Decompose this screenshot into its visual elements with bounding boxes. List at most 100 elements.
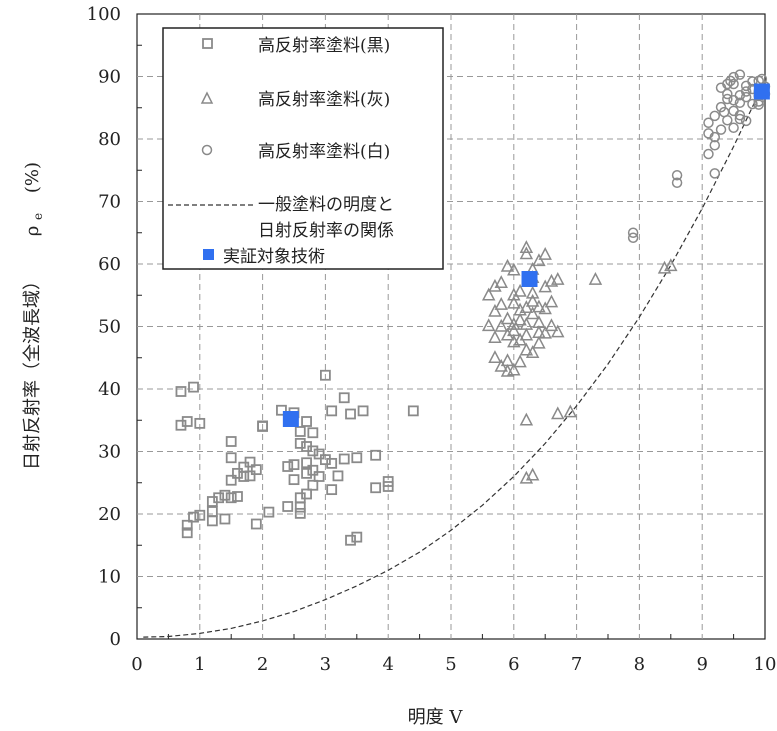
x-tick-label: 7: [571, 654, 582, 675]
y-tick-label: 70: [98, 192, 121, 213]
data-point-target: [521, 271, 538, 287]
legend-item-target: 実証対象技術: [203, 247, 325, 267]
data-point-black: [382, 476, 394, 487]
data-point-black: [194, 509, 206, 521]
data-point-black: [313, 448, 325, 460]
legend-item-gray: 高反射率塗料(灰): [200, 89, 390, 110]
data-point-black: [206, 506, 218, 517]
data-point-black: [326, 484, 338, 496]
data-point-black: [175, 386, 187, 397]
data-point-black: [351, 452, 363, 464]
data-point-gray: [519, 327, 534, 341]
data-point-black: [294, 426, 306, 437]
data-point-gray: [519, 300, 534, 313]
data-point-gray: [532, 253, 546, 267]
data-point-gray: [525, 467, 540, 481]
data-point-black: [225, 436, 237, 447]
y-tick-label: 80: [98, 129, 121, 150]
data-point-white: [747, 76, 758, 87]
x-tick-label: 10: [754, 654, 777, 675]
data-point-gray: [507, 362, 521, 376]
y-tick-label: 60: [98, 254, 121, 275]
data-point-gray: [525, 285, 540, 299]
data-point-black: [225, 492, 237, 504]
data-point-black: [257, 421, 269, 432]
legend-label-white: 高反射率塗料(白): [258, 141, 390, 162]
data-point-black: [301, 488, 312, 500]
data-point-gray: [525, 293, 540, 307]
data-point-black: [244, 470, 256, 482]
data-point-black: [294, 507, 306, 519]
data-point-gray: [500, 327, 515, 341]
data-point-gray: [525, 306, 540, 320]
data-point-white: [722, 78, 733, 90]
y-axis-label-symbol: ρ: [22, 226, 43, 237]
y-tick-label: 90: [98, 67, 121, 88]
data-point-white: [671, 170, 683, 181]
y-axis-label-main: 日射反射率（全波長域）: [22, 272, 43, 470]
data-point-target: [282, 411, 299, 427]
data-point-black: [307, 479, 319, 491]
data-point-black: [326, 457, 338, 469]
data-point-gray: [488, 350, 502, 363]
curve-layer: [143, 86, 763, 638]
data-point-black: [263, 506, 275, 518]
data-point-black: [326, 405, 338, 417]
x-axis-label: 明度 V: [408, 707, 464, 728]
data-point-white: [722, 93, 733, 105]
data-point-white: [725, 75, 736, 87]
data-point-white: [734, 113, 746, 125]
data-point-black: [194, 417, 206, 429]
data-point-gray: [532, 335, 546, 349]
data-point-black: [345, 408, 356, 420]
data-point-white: [627, 227, 639, 238]
data-point-white: [671, 177, 683, 188]
data-point-black: [294, 437, 306, 449]
legend-box: [162, 27, 444, 270]
data-point-black: [232, 491, 243, 502]
data-point-black: [225, 474, 237, 486]
data-point-gray: [513, 354, 527, 368]
data-point-gray: [481, 318, 496, 332]
data-point-black: [407, 405, 419, 417]
data-point-gray: [507, 262, 521, 276]
data-point-gray: [519, 412, 534, 426]
y-tick-label: 100: [87, 4, 121, 25]
data-point-black: [319, 369, 331, 381]
data-point-black: [219, 513, 231, 525]
x-tick-labels: 0 1 2 3 4 5 6 7 8 9 10: [131, 654, 776, 675]
y-tick-label: 10: [98, 567, 121, 588]
data-point-black: [181, 416, 193, 427]
data-point-black: [282, 501, 294, 512]
data-point-gray: [500, 258, 515, 272]
y-tick-label: 20: [98, 504, 121, 525]
data-point-gray: [513, 312, 527, 326]
data-point-white: [728, 122, 739, 133]
data-point-black: [225, 452, 237, 464]
y-tick-label: 30: [98, 442, 121, 463]
data-point-black: [188, 511, 199, 523]
legend-label-black: 高反射率塗料(黒): [258, 35, 390, 56]
data-point-gray: [488, 278, 502, 292]
data-point-gray: [494, 297, 508, 310]
data-point-white: [709, 140, 721, 151]
legend-label-target: 実証対象技術: [223, 247, 325, 267]
data-point-black: [301, 416, 312, 427]
data-point-gray: [664, 258, 678, 272]
y-axis-label: 日射反射率（全波長域） ρ e (%): [22, 162, 47, 470]
x-tick-label: 0: [131, 654, 142, 675]
y-tick-label: 40: [98, 379, 121, 400]
data-point-black: [345, 534, 356, 546]
legend-item-curve: 一般塗料の明度と 日射反射率の関係: [168, 194, 394, 241]
data-point-black: [307, 445, 319, 457]
data-point-black: [338, 392, 350, 404]
legend-item-white: 高反射率塗料(白): [201, 141, 390, 162]
data-point-gray: [544, 318, 559, 332]
data-point-gray: [507, 295, 521, 309]
data-point-black: [351, 531, 363, 543]
data-point-white: [740, 91, 752, 103]
data-point-gray: [488, 303, 502, 317]
x-tick-label: 4: [382, 654, 393, 675]
data-point-gray: [563, 404, 578, 418]
data-point-gray: [519, 470, 534, 484]
